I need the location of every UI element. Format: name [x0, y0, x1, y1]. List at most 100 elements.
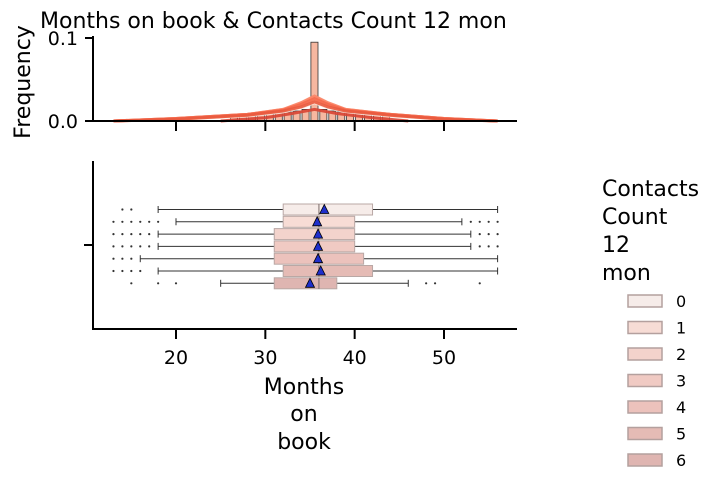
mean-marker: [312, 228, 324, 239]
outlier-point: [148, 220, 151, 223]
box-iqr: [273, 228, 356, 241]
legend-title-line: Count: [602, 205, 668, 230]
mean-marker: [312, 240, 324, 251]
mean-marker: [304, 277, 316, 288]
box-x-tick-label: 50: [432, 347, 456, 369]
box-row-3: [112, 240, 499, 253]
box-iqr: [273, 277, 338, 290]
outlier-point: [487, 233, 490, 236]
outlier-point: [487, 220, 490, 223]
box-x-tick-label: 30: [253, 347, 277, 369]
outlier-point: [130, 220, 133, 223]
kde-line-5: [113, 100, 498, 123]
outlier-point: [174, 282, 178, 285]
outlier-point: [469, 220, 472, 223]
legend-swatch: [627, 453, 663, 467]
outlier-point: [121, 257, 124, 260]
outlier-point: [157, 282, 160, 285]
legend-swatch: [627, 320, 663, 335]
outlier-point: [112, 269, 115, 273]
outlier-point: [112, 220, 115, 223]
outlier-point: [121, 208, 124, 211]
legend-item-0: 0: [627, 292, 686, 311]
outlier-point: [496, 233, 499, 236]
boxplot-panel: 20 30 40 50: [84, 161, 517, 369]
chart-title: Months on book & Contacts Count 12 mon: [40, 9, 507, 34]
x-axis-label-line-3: book: [277, 430, 331, 455]
legend-swatch: [627, 373, 663, 388]
legend-label: 4: [676, 398, 686, 417]
outlier-point: [157, 220, 160, 223]
box-row-2: [112, 228, 499, 241]
legend-label: 0: [676, 292, 686, 311]
outlier-point: [121, 220, 124, 223]
legend-label: 2: [676, 345, 686, 364]
outlier-point: [130, 233, 133, 236]
outlier-point: [478, 245, 481, 248]
legend-title-line: 12: [602, 233, 630, 258]
legend-item-1: 1: [627, 319, 686, 338]
legend-title-line: Contacts: [602, 177, 699, 202]
hist-y-tick-label: 0.1: [48, 28, 78, 50]
outlier-point: [130, 257, 133, 260]
box-row-5: [112, 265, 499, 277]
box-row-1: [112, 215, 499, 228]
outlier-point: [130, 245, 133, 248]
outlier-point: [478, 233, 481, 236]
outlier-point: [130, 208, 133, 211]
mean-marker: [315, 265, 326, 276]
box-iqr: [273, 240, 356, 253]
outlier-point: [478, 220, 481, 223]
histogram-panel: 0.0 0.1: [48, 28, 517, 133]
box-row-4: [112, 252, 499, 265]
legend-label: 3: [676, 372, 686, 391]
outlier-point: [112, 233, 115, 236]
outlier-point: [139, 245, 142, 248]
x-axis-label-line-2: on: [290, 402, 317, 427]
legend-swatch: [627, 426, 663, 441]
x-axis-label: Months on book: [264, 375, 344, 455]
box-row-6: [130, 277, 481, 290]
outlier-point: [148, 245, 151, 248]
x-axis-label-line-1: Months: [264, 375, 344, 400]
box-x-tick-label: 20: [164, 347, 188, 369]
outlier-point: [148, 233, 151, 236]
mean-marker: [319, 203, 330, 214]
outlier-point: [112, 257, 115, 260]
hist-y-tick-label: 0.0: [48, 111, 78, 133]
box-iqr: [282, 265, 374, 277]
legend-label: 6: [676, 451, 686, 470]
legend-item-2: 2: [627, 345, 686, 364]
legend-item-4: 4: [627, 398, 686, 417]
legend-item-5: 5: [627, 425, 686, 444]
legend-title-line: mon: [602, 261, 651, 286]
legend-swatch: [627, 347, 663, 361]
hist-y-axis-label: Frequency: [11, 25, 36, 139]
legend-label: 1: [676, 319, 686, 338]
outlier-point: [487, 245, 490, 248]
outlier-point: [139, 233, 142, 236]
box-iqr: [282, 203, 374, 216]
outlier-point: [130, 282, 133, 285]
legend-item-3: 3: [627, 372, 686, 391]
outlier-point: [496, 220, 499, 223]
mean-marker: [312, 252, 324, 264]
outlier-point: [139, 269, 142, 273]
outlier-point: [130, 269, 133, 273]
legend-swatch: [627, 294, 663, 308]
legend-item-6: 6: [627, 451, 686, 470]
box-row-0: [121, 203, 499, 216]
outlier-point: [496, 245, 499, 248]
mean-marker: [311, 215, 323, 227]
outlier-point: [433, 282, 437, 285]
outlier-point: [112, 245, 115, 248]
outlier-point: [139, 220, 142, 223]
legend-label: 5: [676, 425, 686, 444]
outlier-point: [121, 233, 124, 236]
outlier-point: [478, 282, 481, 285]
box-x-tick-label: 40: [343, 347, 367, 369]
outlier-point: [121, 269, 124, 273]
outlier-point: [121, 245, 124, 248]
